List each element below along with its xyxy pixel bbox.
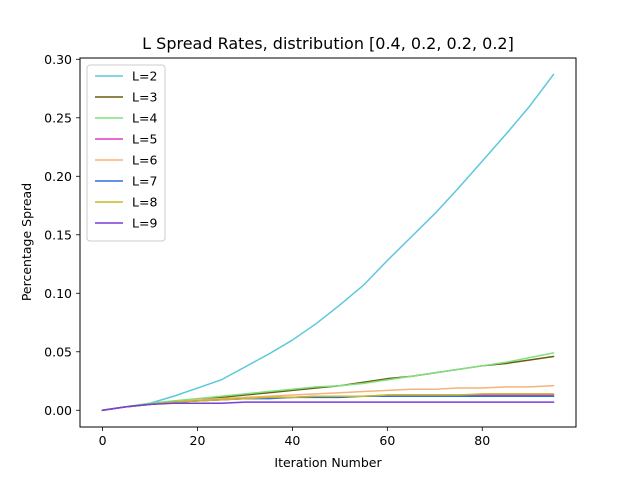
chart-title: L Spread Rates, distribution [0.4, 0.2, … — [142, 34, 514, 53]
y-tick-label: 0.05 — [44, 344, 72, 359]
y-tick-label: 0.00 — [44, 403, 72, 418]
series-line-l-9 — [101, 401, 555, 412]
legend-label: L=7 — [132, 174, 157, 189]
x-tick-label: 40 — [284, 433, 300, 448]
legend-label: L=5 — [132, 132, 157, 147]
y-tick-label: 0.20 — [44, 169, 72, 184]
series-line-l-4 — [101, 352, 555, 412]
y-tick-label: 0.30 — [44, 52, 72, 67]
legend-box — [86, 64, 166, 242]
x-tick-label: 80 — [474, 433, 490, 448]
legend-label: L=3 — [132, 90, 157, 105]
series-layer — [101, 73, 555, 412]
x-tick-label: 0 — [99, 433, 107, 448]
series-line-l-2 — [101, 73, 555, 412]
plot-frame — [79, 57, 577, 428]
legend: L=2 L=3 L=4 L=5 L=6 L=7 L=8 L=9 — [86, 64, 166, 242]
x-tick-label: 60 — [379, 433, 395, 448]
y-axis: 0.00 0.05 0.10 0.15 0.20 0.25 0.30 — [44, 52, 80, 418]
x-axis: 0 20 40 60 80 — [99, 427, 490, 448]
legend-label: L=2 — [132, 69, 157, 84]
legend-label: L=8 — [132, 195, 157, 210]
y-tick-label: 0.25 — [44, 110, 72, 125]
y-tick-label: 0.10 — [44, 286, 72, 301]
y-axis-label: Percentage Spread — [19, 183, 34, 301]
x-tick-label: 20 — [190, 433, 206, 448]
legend-label: L=6 — [132, 153, 157, 168]
y-tick-label: 0.15 — [44, 227, 72, 242]
x-axis-label: Iteration Number — [274, 455, 382, 470]
legend-label: L=9 — [132, 216, 157, 231]
series-line-l-8 — [101, 393, 555, 412]
legend-label: L=4 — [132, 111, 157, 126]
